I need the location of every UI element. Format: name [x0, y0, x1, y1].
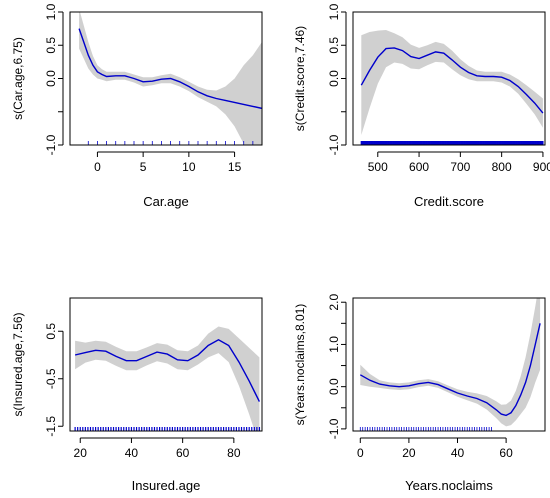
x-tick-label: 0 [94, 160, 101, 174]
x-tick-label: 60 [499, 446, 513, 460]
y-tick-label: -1.0 [44, 134, 58, 155]
y-tick-label: 1.0 [44, 3, 58, 20]
confidence-band [361, 30, 543, 135]
rug-group [87, 141, 254, 145]
y-tick-label: -0.5 [44, 368, 58, 389]
x-axis-label: Insured.age [132, 478, 201, 493]
smooth-estimate-line [78, 28, 262, 110]
x-tick-label: 700 [450, 160, 470, 174]
plot-frame [352, 297, 546, 432]
x-axis-label: Car.age [143, 194, 189, 209]
panel-insured-age: 20 40 60 80 0.5 -0.5 -1.5 Insured.age s(Insured.… [11, 297, 263, 493]
panel-credit-score: 500 600 700 800 900 1.0 0.5 0.0 -1.0 Credit.score… [293, 3, 550, 209]
panel-car-age: 0 5 10 15 1.0 0.5 0.0 -1.0 Car.age s(Car.age,6.75… [11, 3, 263, 209]
confidence-band [75, 326, 260, 431]
confidence-band [360, 298, 541, 427]
x-tick-label: 10 [182, 160, 196, 174]
y-tick-label: -1.0 [327, 418, 341, 439]
smooth-estimate-line [74, 338, 261, 402]
y-tick-label: -1.0 [327, 134, 341, 155]
x-tick-label: 80 [227, 446, 241, 460]
y-tick-label: 0.5 [44, 37, 58, 54]
x-tick-label: 60 [176, 446, 190, 460]
smooth-estimate-line [359, 323, 541, 417]
y-tick-label: -1.5 [44, 416, 58, 437]
x-tick-label: 500 [368, 160, 388, 174]
y-axis-label: s(Car.age,6.75) [11, 37, 25, 120]
panel-years-noclaims: 0 20 40 60 2.0 1.0 0.0 -1.0 Years.noclaims s(Year… [293, 294, 546, 493]
y-axis-label: s(Insured.age,7.56) [11, 312, 25, 416]
x-tick-label: 20 [402, 446, 416, 460]
plot-frame [69, 11, 263, 146]
y-tick-label: 0.5 [44, 323, 58, 340]
rug-group [359, 427, 492, 431]
plot-frame [69, 297, 263, 432]
x-tick-label: 20 [74, 446, 88, 460]
x-tick-label: 600 [409, 160, 429, 174]
x-tick-label: 5 [140, 160, 147, 174]
y-axis-label: s(Years.noclaims,8.01) [293, 304, 307, 426]
y-tick-label: 0.0 [327, 70, 341, 87]
y-tick-label: 0.5 [327, 37, 341, 54]
y-tick-label: 0.0 [44, 70, 58, 87]
x-tick-label: 0 [357, 446, 364, 460]
y-tick-label: 1.0 [327, 3, 341, 20]
plot-frame [352, 11, 546, 146]
smooth-estimate-line [360, 47, 544, 114]
x-tick-label: 800 [492, 160, 512, 174]
x-tick-label: 15 [228, 160, 242, 174]
rug-group [74, 427, 261, 431]
rug-group [360, 141, 544, 145]
x-axis-label: Credit.score [414, 194, 484, 209]
y-tick-label: 1.0 [327, 336, 341, 353]
y-tick-label: 0.0 [327, 378, 341, 395]
y-tick-label: 2.0 [327, 294, 341, 311]
x-axis-label: Years.noclaims [405, 478, 493, 493]
y-axis-label: s(Credit.score,7.46) [293, 26, 307, 131]
confidence-band [79, 12, 262, 145]
x-tick-label: 40 [451, 446, 465, 460]
x-tick-label: 40 [125, 446, 139, 460]
x-tick-label: 900 [533, 160, 550, 174]
